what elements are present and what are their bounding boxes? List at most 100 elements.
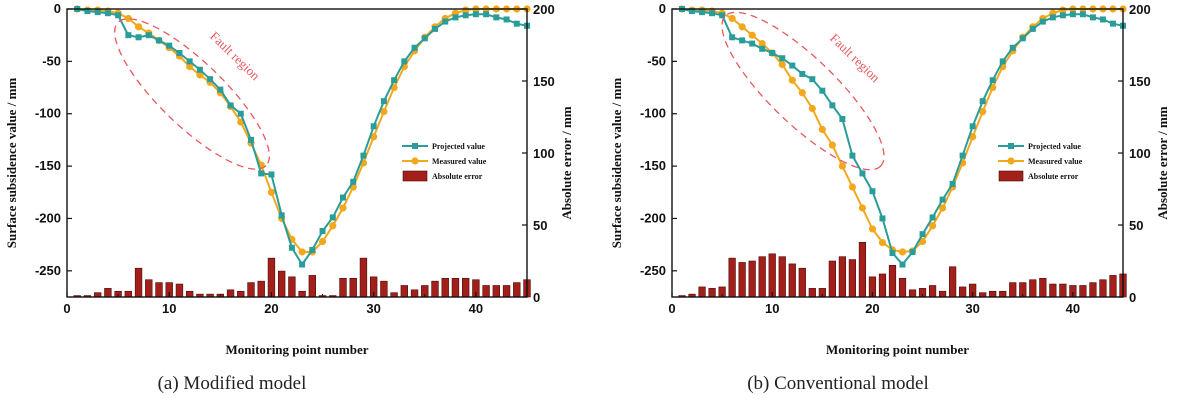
projected-value-point [227,102,234,109]
error-bar [104,288,112,298]
x-axis-label: Monitoring point number [225,342,368,357]
projected-value-point [969,123,976,130]
error-bar [359,257,368,298]
error-bar [1029,279,1037,298]
y-right-tick-label: 200 [533,2,555,17]
legend-error-label: Absolute error [432,172,483,181]
measured-value-point [758,39,766,48]
projected-value-point [1099,16,1106,23]
measured-value-point [267,188,276,196]
y-right-tick-label: 0 [1129,290,1136,305]
projected-value-point [503,16,510,23]
error-bar [949,266,957,298]
y-left-tick-label: -100 [640,106,666,121]
error-bar [808,288,816,298]
figure-caption: (a) Modified model [158,373,307,394]
legend-measured-label: Measured value [1028,157,1083,166]
error-bar [308,275,317,298]
error-bar [124,290,133,298]
legend-projected-label: Projected value [432,142,485,151]
projected-value-point [94,9,101,16]
error-bar [155,282,163,298]
error-bar [1099,279,1107,298]
error-bar [828,260,836,298]
projected-value-point [799,70,806,77]
y-right-tick-label: 100 [533,146,555,161]
projected-value-point [472,11,479,18]
y-left-tick-label: -250 [35,263,61,278]
legend-measured-label: Measured value [432,157,487,166]
error-bar [1089,282,1097,298]
error-bar [908,289,917,298]
projected-value-point [819,87,826,94]
fault-region-ellipse [721,11,885,171]
projected-value-point [839,115,846,122]
legend-projected-label: Projected value [1028,142,1081,151]
projected-value-point [483,11,490,18]
projected-value-point [391,77,398,84]
projected-value-point [329,214,336,221]
projected-value-point [268,171,275,178]
plot-frame [671,8,1124,298]
y-right-axis-label: Absolute error / mm [559,106,574,219]
measured-value-point [868,225,877,233]
y-left-tick-label: -250 [640,263,666,278]
projected-value-point [1069,11,1076,18]
projected-value-point [939,196,946,203]
error-bar [798,267,806,298]
legend-projected-marker [412,143,418,149]
error-bar [698,286,706,298]
y-right-tick-label: 150 [1129,74,1151,89]
legend-error-swatch [402,170,428,182]
projected-value-line [681,8,1124,267]
y-right-tick-label: 0 [533,290,540,305]
error-bar [410,289,419,298]
x-tick-label: 40 [1066,301,1080,316]
error-bar [999,290,1007,298]
error-bar [380,280,388,298]
y-left-axis-label: Surface subsidence value / mm [4,78,19,249]
projected-value-point [709,10,716,17]
y-right-tick-label: 50 [1129,218,1143,233]
y-right-axis-label: Absolute error / mm [1155,106,1170,219]
projected-value-point [125,32,132,39]
legend-error-swatch [998,170,1024,182]
projected-value-point [929,214,936,221]
measured-value-point [1059,6,1067,14]
projected-value-point [1109,20,1116,27]
error-bar [788,263,796,298]
error-bar [175,283,184,298]
error-bar [778,256,786,298]
projected-value-point [739,37,746,44]
projected-value-point [859,170,866,177]
projected-value-point [719,12,726,19]
projected-value-point [779,55,786,62]
measured-value-point [339,204,347,212]
error-bar [482,285,490,298]
projected-value-point [340,194,346,201]
legend-measured-marker [411,157,419,165]
projected-value-point [899,261,906,268]
measured-value-point [196,71,204,79]
error-bar [1059,283,1067,298]
measured-value-point [918,237,927,246]
y-right-tick-label: 100 [1129,146,1151,161]
error-bar [888,265,897,298]
projected-value-point [421,35,428,42]
projected-value-point [248,136,254,143]
projected-value-point [759,45,766,52]
projected-value-point [879,215,886,222]
projected-value-point [237,110,244,117]
projected-value-line [76,8,528,267]
legend-error-label: Absolute error [1028,172,1079,181]
projected-value-point [135,34,142,41]
projected-value-point [156,37,162,44]
y-left-tick-label: -200 [640,210,666,225]
projected-value-point [84,8,91,15]
error-bar [339,277,347,298]
measured-value-point [939,204,947,212]
projected-value-point [1009,44,1016,51]
x-tick-label: 30 [366,301,380,316]
projected-value-point [979,98,986,105]
